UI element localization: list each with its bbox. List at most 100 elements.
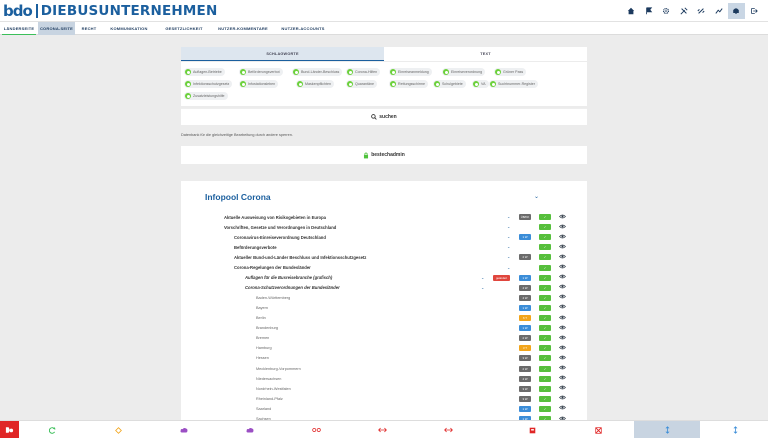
publish-toggle[interactable]: ✓: [539, 315, 551, 321]
link-broken-icon[interactable]: [283, 421, 349, 438]
eye-icon[interactable]: [559, 385, 566, 392]
lock-button[interactable]: bestechadmin: [181, 146, 587, 164]
publish-toggle[interactable]: ✓: [539, 406, 551, 412]
infopool-row[interactable]: Auflagen für die Busreisebranche (grafis…: [181, 273, 587, 283]
arrows-icon[interactable]: [349, 421, 415, 438]
eye-icon[interactable]: [559, 345, 566, 352]
publish-toggle[interactable]: ✓: [539, 345, 551, 351]
logo[interactable]: bdo DIEBUSUNTERNEHMEN: [3, 2, 217, 20]
keyword-chip[interactable]: Schulgebiete: [433, 80, 466, 88]
keyword-chip[interactable]: Auflagen-Betriebe: [184, 68, 225, 76]
eye-icon[interactable]: [559, 264, 566, 271]
publish-toggle[interactable]: ✓: [539, 295, 551, 301]
eye-icon[interactable]: [559, 214, 566, 221]
gear-icon[interactable]: [658, 3, 675, 19]
eye-icon[interactable]: [559, 355, 566, 362]
infopool-row[interactable]: Rheinland-Pfalz 3 W ✓: [181, 394, 587, 404]
eye-icon[interactable]: [559, 405, 566, 412]
keyword-chip[interactable]: Quarantäne: [346, 80, 377, 88]
infopool-row[interactable]: Beförderungsverbote ⌄ ✓: [181, 242, 587, 252]
nav-item-laenderseite[interactable]: LÄNDERSEITE: [2, 22, 36, 35]
refresh-icon[interactable]: [19, 421, 85, 438]
eye-icon[interactable]: [559, 284, 566, 291]
infopool-row[interactable]: Berlin 6 T ✓: [181, 313, 587, 323]
home-icon[interactable]: [623, 3, 640, 19]
nav-item-nutzer-accounts[interactable]: NUTZER-ACCOUNTS: [275, 22, 331, 35]
infopool-row[interactable]: Brandenburg 1 W ✓: [181, 323, 587, 333]
eye-icon[interactable]: [559, 325, 566, 332]
keyword-chip[interactable]: Suchtnummer-Register: [489, 80, 538, 88]
infopool-row[interactable]: Nordrhein-Westfalen 3 W ✓: [181, 384, 587, 394]
keyword-chip[interactable]: Grüner Pass: [494, 68, 526, 76]
chevron-down-icon[interactable]: ⌄: [507, 214, 510, 219]
nav-item-recht[interactable]: RECHT: [77, 22, 101, 35]
nav-item-nutzer-kommentare[interactable]: NUTZER-KOMMENTARE: [213, 22, 273, 35]
publish-toggle[interactable]: ✓: [539, 254, 551, 260]
publish-toggle[interactable]: ✓: [539, 275, 551, 281]
keyword-chip[interactable]: Maskenpflichten: [296, 80, 334, 88]
infopool-row[interactable]: Hamburg 3 T ✓: [181, 343, 587, 353]
nav-item-kommunikation[interactable]: KOMMUNIKATION: [103, 22, 155, 35]
chevron-down-icon[interactable]: ⌄: [507, 254, 510, 259]
chevron-down-icon[interactable]: ⌄: [481, 285, 484, 290]
archive-icon[interactable]: [499, 421, 565, 438]
eye-icon[interactable]: [559, 244, 566, 251]
publish-toggle[interactable]: ✓: [539, 244, 551, 250]
keyword-chip[interactable]: Infostationsleben: [239, 80, 278, 88]
chevron-down-icon[interactable]: ⌄: [507, 265, 510, 270]
keyword-chip[interactable]: Einreiseverordnung: [442, 68, 485, 76]
infopool-row[interactable]: Coronavirus-Einreiseverordnung Deutschla…: [181, 232, 587, 242]
arrows-vertical-icon[interactable]: [634, 421, 700, 438]
bell-icon[interactable]: [728, 3, 745, 19]
infopool-row[interactable]: Corona-Regelungen der Bundesländer ⌄ ✓: [181, 263, 587, 273]
infopool-row[interactable]: Corona-Schutzverordnungen der Bundesländ…: [181, 283, 587, 293]
eye-icon[interactable]: [559, 274, 566, 281]
publish-toggle[interactable]: ✓: [539, 285, 551, 291]
eye-icon[interactable]: [559, 224, 566, 231]
eye-icon[interactable]: [559, 294, 566, 301]
forbid-icon[interactable]: [565, 421, 631, 438]
eye-icon[interactable]: [559, 315, 566, 322]
eye-icon[interactable]: [559, 395, 566, 402]
publish-toggle[interactable]: ✓: [539, 376, 551, 382]
keyword-chip[interactable]: Corona-Hilfen: [346, 68, 380, 76]
infopool-row[interactable]: Mecklenburg-Vorpommern 2 W ✓: [181, 364, 587, 374]
publish-toggle[interactable]: ✓: [539, 265, 551, 271]
tools-icon[interactable]: [675, 3, 692, 19]
arrows-vertical-icon-2[interactable]: [702, 421, 768, 438]
nav-item-corona-seite[interactable]: CORONA-SEITE: [38, 22, 75, 35]
tab-schlagworte[interactable]: SCHLAGWORTE: [181, 47, 384, 61]
arrows-icon-2[interactable]: [415, 421, 481, 438]
publish-toggle[interactable]: ✓: [539, 335, 551, 341]
infopool-row[interactable]: Baden-Württemberg 4 W ✓: [181, 293, 587, 303]
infopool-row[interactable]: Bayern 1 W ✓: [181, 303, 587, 313]
publish-toggle[interactable]: ✓: [539, 234, 551, 240]
publish-toggle[interactable]: ✓: [539, 386, 551, 392]
upload-icon[interactable]: [151, 421, 217, 438]
eye-icon[interactable]: [559, 335, 566, 342]
publish-toggle[interactable]: ✓: [539, 224, 551, 230]
eye-icon[interactable]: [559, 234, 566, 241]
trend-icon[interactable]: [710, 3, 727, 19]
keyword-chip[interactable]: Rettungsschirme: [389, 80, 428, 88]
infopool-row[interactable]: Saarland 1 W ✓: [181, 404, 587, 414]
search-button[interactable]: suchen: [181, 108, 587, 125]
bdo-icon[interactable]: [0, 421, 19, 438]
nav-item-gesetzlichkeit[interactable]: GESETZLICHKEIT: [157, 22, 211, 35]
chevron-down-icon[interactable]: ⌄: [481, 275, 484, 280]
infopool-row[interactable]: Bremen 2 W ✓: [181, 333, 587, 343]
keyword-chip[interactable]: VA: [472, 80, 489, 88]
logout-icon[interactable]: [745, 3, 762, 19]
eye-icon[interactable]: [559, 304, 566, 311]
publish-toggle[interactable]: ✓: [539, 214, 551, 220]
link-icon[interactable]: [693, 3, 710, 19]
publish-toggle[interactable]: ✓: [539, 366, 551, 372]
keyword-chip[interactable]: Einreiseanmeldung: [389, 68, 432, 76]
infopool-row[interactable]: Aktueller Bund-und-Länder Beschluss und …: [181, 252, 587, 262]
chevron-down-icon[interactable]: ⌄: [507, 234, 510, 239]
infopool-row[interactable]: Hessen 3 W ✓: [181, 353, 587, 363]
infopool-row[interactable]: Aktuelle Ausweisung von Risikogebieten i…: [181, 212, 587, 222]
keyword-chip[interactable]: Bund-Länder-Beschluss: [292, 68, 342, 76]
chevron-down-icon[interactable]: ⌄: [507, 224, 510, 229]
eye-icon[interactable]: [559, 375, 566, 382]
